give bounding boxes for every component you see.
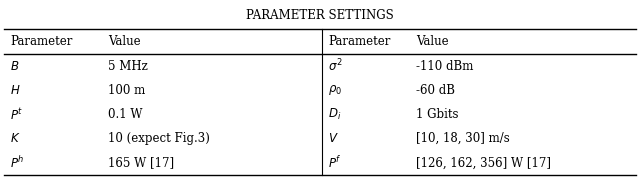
Text: -110 dBm: -110 dBm — [416, 60, 474, 73]
Text: Value: Value — [108, 35, 141, 48]
Text: $P^f$: $P^f$ — [328, 155, 342, 171]
Text: $\rho_0$: $\rho_0$ — [328, 83, 342, 97]
Text: $\sigma^2$: $\sigma^2$ — [328, 58, 342, 74]
Text: $B$: $B$ — [10, 60, 19, 73]
Text: Value: Value — [416, 35, 449, 48]
Text: $P^t$: $P^t$ — [10, 107, 24, 122]
Text: 1 Gbits: 1 Gbits — [416, 108, 458, 121]
Text: $P^h$: $P^h$ — [10, 155, 24, 171]
Text: Parameter: Parameter — [328, 35, 390, 48]
Text: -60 dB: -60 dB — [416, 84, 455, 97]
Text: $D_i$: $D_i$ — [328, 107, 341, 122]
Text: $K$: $K$ — [10, 132, 20, 145]
Text: Parameter: Parameter — [10, 35, 72, 48]
Text: [10, 18, 30] m/s: [10, 18, 30] m/s — [416, 132, 509, 145]
Text: 165 W [17]: 165 W [17] — [108, 156, 174, 169]
Text: 100 m: 100 m — [108, 84, 145, 97]
Text: 10 (expect Fig.3): 10 (expect Fig.3) — [108, 132, 210, 145]
Text: 5 MHz: 5 MHz — [108, 60, 148, 73]
Text: [126, 162, 356] W [17]: [126, 162, 356] W [17] — [416, 156, 551, 169]
Text: PARAMETER SETTINGS: PARAMETER SETTINGS — [246, 9, 394, 22]
Text: $V$: $V$ — [328, 132, 339, 145]
Text: 0.1 W: 0.1 W — [108, 108, 143, 121]
Text: $H$: $H$ — [10, 84, 20, 97]
